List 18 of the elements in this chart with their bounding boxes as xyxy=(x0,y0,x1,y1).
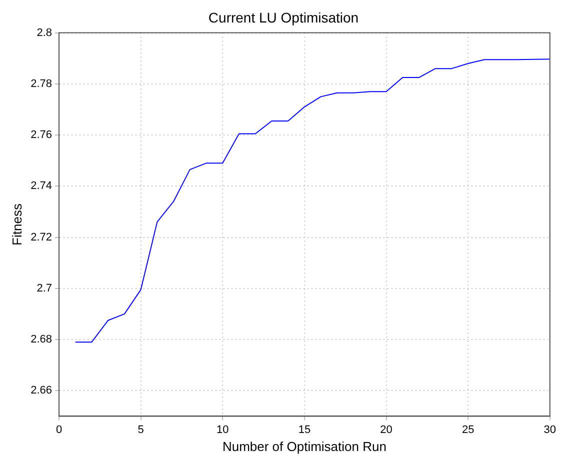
x-tick-label: 20 xyxy=(380,424,392,436)
y-tick-label: 2.66 xyxy=(30,384,52,397)
chart-title: Current LU Optimisation xyxy=(208,9,359,26)
x-tick-label: 25 xyxy=(462,424,474,436)
x-tick-label: 30 xyxy=(544,424,556,436)
x-tick-label: 10 xyxy=(216,424,229,436)
y-tick-label: 2.74 xyxy=(30,180,52,192)
y-tick-label: 2.72 xyxy=(30,231,52,244)
y-tick-label: 2.7 xyxy=(36,282,52,294)
y-tick-label: 2.76 xyxy=(30,129,52,142)
y-axis-title: Fitness xyxy=(9,203,24,246)
x-tick-label: 15 xyxy=(298,424,311,436)
y-tick-label: 2.78 xyxy=(30,78,52,90)
y-tick-label: 2.8 xyxy=(36,26,52,39)
x-axis-title: Number of Optimisation Run xyxy=(222,438,386,454)
y-tick-label: 2.68 xyxy=(30,334,52,346)
x-tick-label: 0 xyxy=(56,424,62,436)
x-tick-label: 5 xyxy=(138,424,144,436)
